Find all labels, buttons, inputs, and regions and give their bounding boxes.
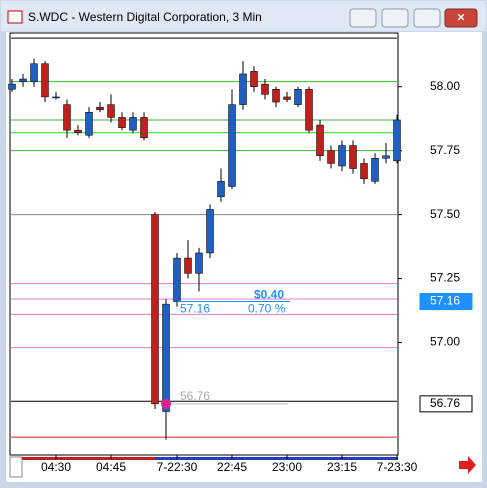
candle-body: [8, 83, 16, 90]
session-strip: [155, 457, 398, 460]
session-strip: [22, 457, 155, 460]
candle-body: [206, 209, 214, 254]
entry-marker: [161, 398, 171, 409]
y-tick-label: 57.25: [430, 271, 460, 285]
x-tick-label: 04:30: [41, 460, 71, 474]
candle-body: [250, 71, 258, 87]
candle-body: [85, 112, 93, 136]
candle-body: [195, 252, 203, 274]
candle-body: [338, 145, 346, 167]
candle-body: [162, 303, 170, 412]
x-tick-label: 04:45: [96, 460, 126, 474]
candle-body: [283, 96, 291, 100]
minimize-button[interactable]: [381, 8, 409, 28]
x-tick-label: 22:45: [217, 460, 247, 474]
y-tick-label: 57.00: [430, 335, 460, 349]
candle-body: [19, 78, 27, 82]
candle-body: [217, 181, 225, 197]
annotation-change: $0.40: [254, 288, 284, 302]
candle-body: [118, 117, 126, 128]
plot-area: [9, 32, 399, 456]
candle-body: [30, 63, 38, 82]
candle-body: [228, 104, 236, 187]
candle-body: [173, 257, 181, 302]
x-tick-label: 23:00: [272, 460, 302, 474]
y-tick-label: 58.00: [430, 79, 460, 93]
candle-body: [261, 83, 269, 95]
x-tick-label: 23:15: [327, 460, 357, 474]
candle-body: [151, 214, 159, 405]
price-tag: [419, 395, 473, 413]
candle-body: [239, 73, 247, 105]
candle-body: [371, 158, 379, 182]
maximize-button[interactable]: [413, 8, 441, 28]
candle-body: [327, 150, 335, 164]
y-tick-label: 57.75: [430, 143, 460, 157]
y-tick-label: 57.50: [430, 207, 460, 221]
annotation-percent: 0.70 %: [248, 302, 286, 316]
annotation-price: 56.76: [180, 389, 210, 403]
candle-body: [349, 145, 357, 169]
candle-body: [360, 163, 368, 180]
candle-body: [382, 155, 390, 159]
scroll-arrow[interactable]: [459, 456, 476, 474]
annotation-price: 57.16: [180, 302, 210, 316]
x-tick-label: 7-22:30: [157, 460, 198, 474]
candle-body: [63, 104, 71, 131]
candle-body: [129, 117, 137, 131]
candle-body: [140, 117, 148, 139]
app-icon: [7, 10, 23, 24]
candle-body: [272, 89, 280, 103]
candle-body: [393, 119, 401, 162]
chart-title: S.WDC - Western Digital Corporation, 3 M…: [28, 10, 262, 24]
price-tag: [419, 293, 473, 311]
candle-body: [305, 89, 313, 131]
close-button[interactable]: [444, 8, 478, 28]
candle-body: [184, 257, 192, 274]
close-icon: ×: [457, 9, 465, 24]
link-button[interactable]: [349, 8, 377, 28]
scroll-box[interactable]: [9, 456, 23, 478]
candle-body: [41, 63, 49, 98]
candle-body: [294, 89, 302, 105]
candle-body: [52, 96, 60, 99]
candle-body: [107, 104, 115, 118]
x-tick-label: 7-23:30: [377, 460, 418, 474]
price-tag-label: 56.76: [430, 396, 460, 410]
candle-body: [96, 106, 104, 110]
candle-body: [316, 124, 324, 157]
price-tag-label: 57.16: [430, 294, 460, 308]
candle-body: [74, 129, 82, 133]
